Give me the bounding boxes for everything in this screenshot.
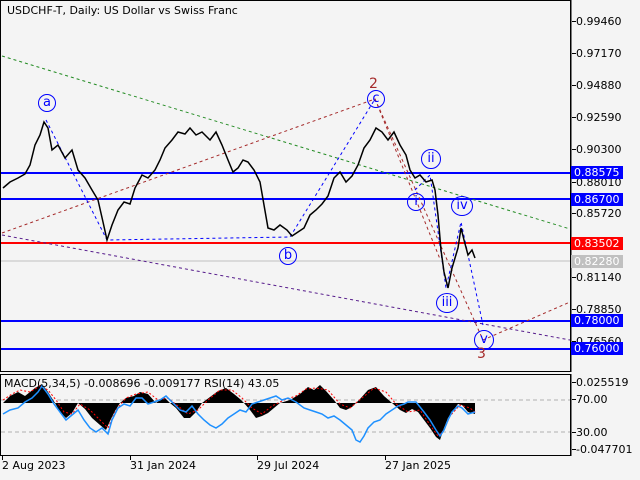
price-tick: 0.94880	[572, 79, 622, 92]
level-tag-086700: 0.86700	[571, 193, 623, 206]
green-trendline	[1, 55, 571, 230]
date-label: 2 Aug 2023	[2, 459, 66, 472]
indicator-tick: -0.047701	[571, 443, 633, 456]
price-tick: 0.78850	[572, 303, 622, 316]
price-tick: 0.85720	[572, 207, 622, 220]
level-tag-083502: 0.83502	[571, 237, 623, 250]
current-price-tag: 0.82280	[571, 255, 623, 268]
level-tag-076000: 0.76000	[571, 342, 623, 355]
date-tick	[257, 455, 258, 460]
brown-wave-2	[374, 98, 441, 260]
indicator-tick: 0.025519	[572, 376, 629, 389]
price-tick: 0.99460	[572, 15, 622, 28]
wave-label-b: b	[279, 247, 297, 265]
indicator-title: MACD(5,34,5) -0.008696 -0.009177 RSI(14)…	[4, 377, 280, 390]
wave-label-3: 3	[477, 346, 486, 362]
price-tick: 0.90300	[572, 143, 622, 156]
wave-label-2: 2	[369, 76, 378, 92]
wave-label-iv: iv	[451, 196, 473, 216]
wave-label-a: a	[38, 94, 56, 112]
blue-wave-lines	[45, 98, 376, 241]
macd-histogram	[3, 384, 475, 440]
wave-label-ii: ii	[421, 149, 441, 169]
wave-label-i: i	[407, 193, 425, 211]
price-tick: 0.88010	[572, 176, 622, 189]
purple-trendline	[1, 234, 571, 341]
price-tick: 0.81140	[572, 271, 622, 284]
wave-label-v: v	[474, 330, 494, 350]
chart-title: USDCHF-T, Daily: US Dollar vs Swiss Fran…	[7, 4, 238, 17]
level-tag-088575: 0.88575	[571, 166, 623, 179]
wave-label-c: c	[367, 90, 385, 108]
level-tag-078000: 0.78000	[571, 314, 623, 327]
brown-wave-lines	[1, 98, 571, 341]
wave-label-iii: iii	[436, 293, 458, 313]
date-label: 29 Jul 2024	[257, 459, 320, 472]
indicator-tick: 70.00	[572, 393, 608, 406]
price-tick: 0.97170	[572, 47, 622, 60]
date-tick	[2, 455, 3, 460]
indicator-tick: 30.00	[572, 426, 608, 439]
rsi-line	[2, 384, 476, 443]
date-label: 27 Jan 2025	[385, 459, 451, 472]
price-line	[2, 120, 476, 289]
date-label: 31 Jan 2024	[130, 459, 196, 472]
date-tick	[130, 455, 131, 460]
price-tick: 0.92590	[572, 111, 622, 124]
date-tick	[385, 455, 386, 460]
